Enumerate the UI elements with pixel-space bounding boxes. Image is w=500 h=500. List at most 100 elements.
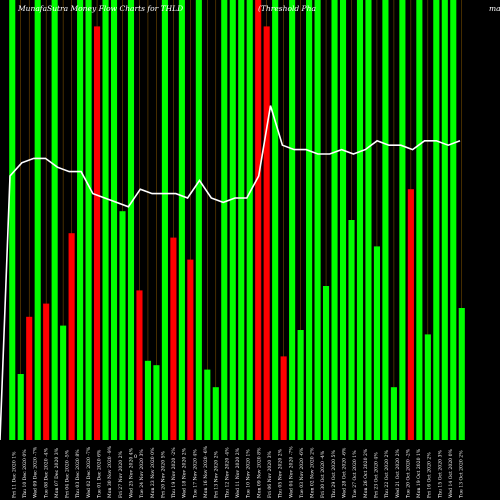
x-tick-label: Mon 09 Nov 2020 8% [256,447,262,498]
bar [187,259,194,440]
bar [60,325,67,440]
x-tick-label: Wed 14 Oct 2020 0% [448,449,454,498]
bar [85,0,92,440]
x-tick-label: Wed 21 Oct 2020 2% [395,449,401,498]
x-tick-label: Thu 29 Oct 2020 5% [331,450,337,498]
x-tick-label: Tue 27 Oct 2020 1% [352,450,358,498]
x-tick-label: Fri 23 Oct 2020 4% [374,452,380,498]
bar-series [9,0,465,441]
bar [51,0,58,440]
bar [356,0,364,440]
x-tick-label: Thu 12 Nov 2020 -4% [224,447,230,498]
bar [280,356,287,440]
bar [424,334,431,440]
x-tick-label: Mon 30 Nov 2020 -9% [107,445,113,498]
x-tick-label: Fri 20 Nov 2020 5% [160,450,166,498]
x-tick-label: Fri 04 Dec 2020 -5% [65,449,71,498]
bar [390,387,397,440]
bar [433,0,440,440]
money-flow-line [0,105,461,441]
bar [136,290,143,440]
x-tick-labels: Fri 11 Dec 2020 1% Thu 10 Dec 2020 0% Wed … [11,445,464,498]
x-tick-label: Fri 16 Oct 2020 2% [427,452,433,498]
bar [178,0,185,440]
bar [127,0,135,440]
bar [289,0,296,440]
x-tick-label: Mon 02 Nov 2020 2% [310,447,316,498]
bar [17,374,24,440]
bar [272,0,279,440]
y-axis-zero-label: 0 [134,454,137,460]
x-tick-label: Thu 03 Dec 2020 8% [75,449,81,498]
x-tick-label: Tue 17 Nov 2020 4% [192,449,198,498]
bar [263,26,270,441]
x-tick-label: Mon 16 Nov 2020 -6% [203,445,209,498]
bar [306,0,313,440]
bar [407,189,414,440]
bar [441,0,448,440]
bar [458,308,465,440]
bar [110,0,118,440]
x-tick-label: Wed 11 Nov 2020 2% [235,447,241,498]
bar [314,0,321,440]
bar [94,26,101,441]
bar [373,246,380,440]
bar [144,360,151,440]
x-tick-label: Thu 19 Nov 2020 -2% [171,447,177,498]
bar [34,0,41,440]
x-tick-label: Wed 28 Oct 2020 -6% [342,447,348,498]
x-tick-label: Mon 23 Nov 2020 0% [150,447,156,498]
x-tick-label: Wed 09 Dec 2020 -7% [33,446,39,498]
bar [26,316,33,440]
bar [43,303,50,440]
bar [221,0,228,440]
x-tick-label: Tue 03 Nov 2020 -6% [299,447,305,498]
chart-title: MunafaSutra Money Flow Charts for THLD [17,4,183,13]
bar [238,0,245,440]
bar [297,330,304,440]
x-tick-label: Thu 10 Dec 2020 0% [22,449,28,498]
bar [161,0,168,440]
x-tick-label: Mon 26 Oct 2020 2% [363,448,369,498]
x-tick-label: Fri 30 Oct 2020 -4% [320,450,326,498]
bar [68,233,75,440]
bar [119,211,126,440]
bar [229,0,236,440]
x-tick-label: Fri 27 Nov 2020 2% [118,450,124,498]
bar [416,0,423,440]
x-tick-label: Fri 06 Nov 2020 3% [267,450,273,498]
x-tick-label: Wed 04 Nov 2020 -7% [288,446,294,498]
bar [153,365,160,440]
bar [382,0,389,440]
x-tick-label: Tue 10 Nov 2020 1% [246,449,252,498]
chart-subtitle: (Threshold Pha [258,4,316,13]
bar [204,369,211,440]
bar [212,387,219,440]
bar [323,286,330,440]
x-tick-label: Wed 18 Nov 2020 2% [182,447,188,498]
bar [170,237,177,440]
x-tick-label: Tue 08 Dec 2020 -4% [43,447,49,498]
x-tick-label: Fri 11 Dec 2020 1% [11,451,17,498]
bar [102,0,109,440]
x-tick-label: Tue 20 Oct 2020 -2% [405,448,411,498]
bar [246,0,253,440]
x-tick-label: Mon 07 Dec 2020 3% [54,447,60,498]
bar [348,220,355,440]
x-tick-label: Wed 02 Dec 2020 -7% [86,446,92,498]
bar [9,0,16,440]
bar [255,0,262,440]
x-tick-label: Thu 05 Nov 2020 2% [278,448,284,498]
x-tick-label: Thu 15 Oct 2020 3% [437,450,443,498]
bar [195,0,202,440]
bar [331,0,338,440]
x-tick-label: Tue 24 Nov 2020 3% [139,449,145,498]
bar [339,0,347,440]
x-tick-label: Fri 13 Nov 2020 2% [214,450,220,498]
bar [450,0,457,440]
chart-corner-text: ma [489,4,500,13]
bar [399,0,406,440]
x-tick-label: Wed 25 Nov 2020 4% [129,447,135,498]
x-tick-label: Mon 19 Oct 2020 1% [416,448,422,498]
